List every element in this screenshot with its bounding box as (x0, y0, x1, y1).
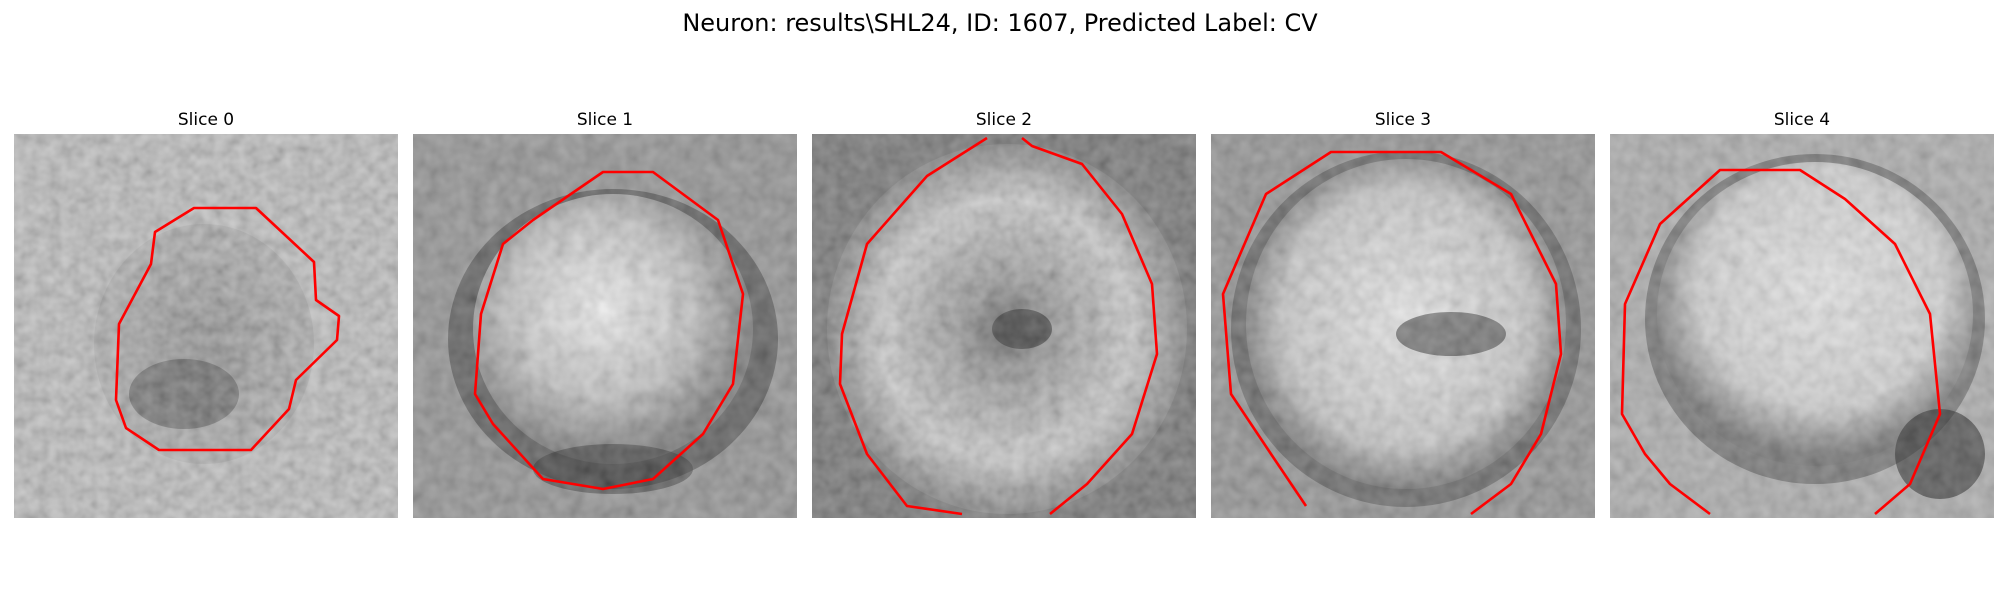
slice-panel-1: Slice 1 (413, 108, 797, 522)
slice-image-0 (14, 134, 398, 518)
slice-image-4 (1610, 134, 1994, 518)
slice-title: Slice 2 (975, 110, 1033, 130)
slice-title: Slice 3 (1374, 110, 1432, 130)
contour-path (1620, 168, 1942, 516)
slice-image-3 (1211, 134, 1595, 518)
slice-panel-0: Slice 0 (14, 108, 398, 522)
contour-path (114, 206, 341, 452)
slice-image-1 (413, 134, 797, 518)
slice-panel-3: Slice 3 (1211, 108, 1595, 522)
slice-title: Slice 0 (177, 110, 235, 130)
slice-panel-2: Slice 2 (812, 108, 1196, 522)
slice-panel-4: Slice 4 (1610, 108, 1994, 522)
contour-path (473, 170, 745, 491)
slice-image-2 (812, 134, 1196, 518)
slice-title: Slice 4 (1773, 110, 1831, 130)
contour-path (838, 136, 1159, 516)
slice-title: Slice 1 (576, 110, 634, 130)
contour-path (1221, 150, 1563, 516)
figure-title: Neuron: results\SHL24, ID: 1607, Predict… (682, 9, 1318, 37)
